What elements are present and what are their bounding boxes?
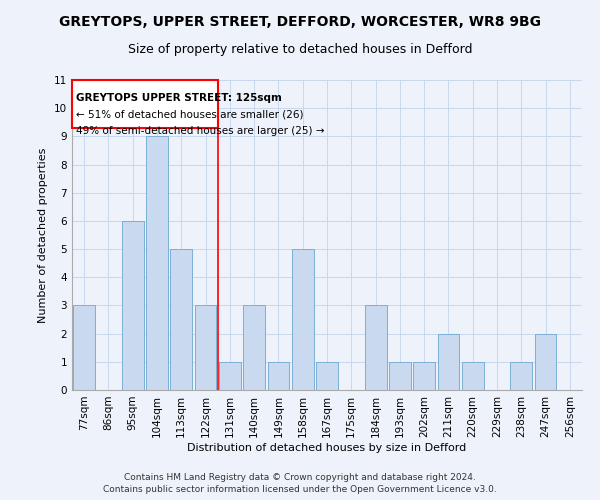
- Text: GREYTOPS, UPPER STREET, DEFFORD, WORCESTER, WR8 9BG: GREYTOPS, UPPER STREET, DEFFORD, WORCEST…: [59, 15, 541, 29]
- Bar: [462, 362, 484, 390]
- Bar: [292, 249, 314, 390]
- Bar: [194, 306, 217, 390]
- Text: ← 51% of detached houses are smaller (26): ← 51% of detached houses are smaller (26…: [76, 110, 303, 120]
- Bar: [243, 306, 265, 390]
- Text: 49% of semi-detached houses are larger (25) →: 49% of semi-detached houses are larger (…: [76, 126, 324, 136]
- Bar: [73, 306, 95, 390]
- Text: Contains HM Land Registry data © Crown copyright and database right 2024.: Contains HM Land Registry data © Crown c…: [124, 474, 476, 482]
- Bar: [122, 221, 143, 390]
- Bar: [535, 334, 556, 390]
- Text: Size of property relative to detached houses in Defford: Size of property relative to detached ho…: [128, 42, 472, 56]
- Bar: [511, 362, 532, 390]
- Bar: [170, 249, 192, 390]
- Bar: [437, 334, 460, 390]
- Bar: [219, 362, 241, 390]
- Bar: [146, 136, 168, 390]
- Bar: [389, 362, 411, 390]
- Text: GREYTOPS UPPER STREET: 125sqm: GREYTOPS UPPER STREET: 125sqm: [76, 92, 281, 102]
- FancyBboxPatch shape: [72, 80, 218, 128]
- Bar: [316, 362, 338, 390]
- Y-axis label: Number of detached properties: Number of detached properties: [38, 148, 49, 322]
- Bar: [365, 306, 386, 390]
- Bar: [413, 362, 435, 390]
- Text: Contains public sector information licensed under the Open Government Licence v3: Contains public sector information licen…: [103, 485, 497, 494]
- X-axis label: Distribution of detached houses by size in Defford: Distribution of detached houses by size …: [187, 442, 467, 452]
- Bar: [268, 362, 289, 390]
